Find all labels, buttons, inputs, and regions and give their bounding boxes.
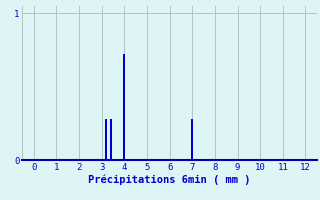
Bar [123,54,125,160]
Bar [191,119,193,160]
X-axis label: Précipitations 6min ( mm ): Précipitations 6min ( mm ) [88,175,251,185]
Bar [109,119,112,160]
Bar [105,119,107,160]
